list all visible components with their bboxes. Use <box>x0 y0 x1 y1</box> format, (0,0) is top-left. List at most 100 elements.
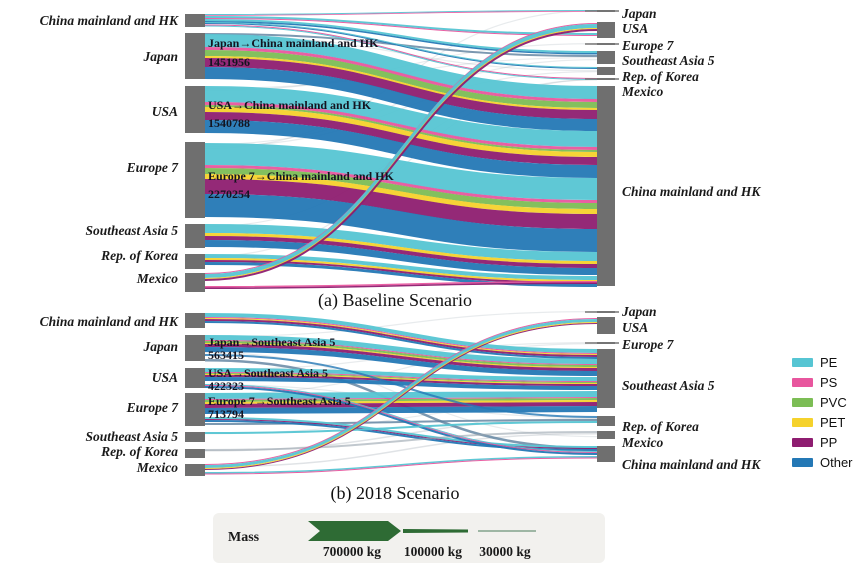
flow-label-a-europe-route: Europe 7→China mainland and HK <box>208 169 394 183</box>
pvc-swatch-icon <box>792 397 813 407</box>
pe-swatch-icon <box>792 357 813 367</box>
flow-us_l2-sea_r2-PS <box>204 372 598 382</box>
mass-line-100000-icon <box>403 529 468 533</box>
node-label-a-right-usa: USA <box>622 21 649 36</box>
node-label-b-left-usa: USA <box>151 370 178 385</box>
flow-label-b-europe-route: Europe 7→Southeast Asia 5 <box>208 394 351 408</box>
flow-eu_l2-cn_r2-PE <box>204 417 598 448</box>
flow-mx_l2-mx_r2-gray <box>204 433 598 468</box>
flow-us_l-cn_r-PP <box>204 112 598 165</box>
sankey-node-mx_l <box>185 273 205 292</box>
flow-eu_l-cn_r-Other <box>204 194 598 252</box>
legend-row-pp: PP <box>792 432 853 452</box>
flow-label-a-usa-value: 1540788 <box>208 116 250 130</box>
mass-line-30000-icon <box>478 530 536 532</box>
sankey-node-jp_l <box>185 33 205 79</box>
legend-row-pe: PE <box>792 352 853 372</box>
sankey-node-us_r <box>597 22 615 38</box>
pp-swatch-icon <box>792 437 813 447</box>
node-label-a-left-sea: Southeast Asia 5 <box>85 223 178 238</box>
panel-b-title: (b) 2018 Scenario <box>330 483 460 503</box>
flow-us_l-cn_r-PET <box>204 107 598 157</box>
flow-mx_l2-us_r2-PS <box>204 318 598 465</box>
flow-cn_l-us_r-PE <box>204 16 598 35</box>
flow-cn_l-kr_r-Other <box>204 23 598 69</box>
flow-mx_l2-cn_r2-PS <box>204 457 598 475</box>
flow-us_l2-sea_r2-PE <box>204 368 598 381</box>
flow-cn_l2-sea_r2-PS <box>204 317 598 354</box>
legend-row-pvc: PVC <box>792 392 853 412</box>
flow-eu_l-cn_r-PVC <box>204 168 598 209</box>
flow-eu_l2-sea_r2-PS <box>204 397 598 400</box>
flow-kr_l2-mx_r2-gray <box>204 431 598 451</box>
node-label-a-left-china: China mainland and HK <box>39 13 178 28</box>
node-label-a-left-europe: Europe 7 <box>126 160 178 175</box>
flow-eu_l2-sea_r2-PET <box>204 400 598 404</box>
flow-mx_l-us_r-PE <box>204 24 598 278</box>
node-label-a-right-mexico: Mexico <box>622 84 664 99</box>
flow-kr_l-cn_r-PE <box>204 254 598 280</box>
mass-legend-title: Mass <box>228 530 260 545</box>
node-label-b-right-korea: Rep. of Korea <box>622 419 699 434</box>
node-label-b-left-mexico: Mexico <box>136 460 178 475</box>
flow-mx_l2-us_r2-PP <box>204 323 598 470</box>
flow-eu_l-cn_r-PE <box>204 143 598 200</box>
flow-jp_l-cn_r-Other <box>204 67 598 131</box>
sankey-node-cn_l <box>185 14 205 27</box>
sankey-node-kr_r <box>597 67 615 75</box>
sankey-node-sea_r2 <box>597 349 615 408</box>
flow-eu_l2-kr_r2-steel <box>204 419 598 425</box>
legend-label-pe: PE <box>820 354 838 370</box>
flow-cn_l2-sea_r2-PET <box>204 318 598 355</box>
flow-label-b-usa-value: 422323 <box>208 379 244 393</box>
flow-kr_l-cn_r-PET <box>204 258 598 282</box>
node-label-b-left-japan: Japan <box>143 339 178 354</box>
flow-cn_l-us_r-PS <box>204 18 598 36</box>
legend-label-pp: PP <box>820 434 838 450</box>
node-label-b-left-sea: Southeast Asia 5 <box>85 429 178 444</box>
flow-jp_l2-sea_r2-PE <box>204 335 598 364</box>
node-label-a-left-mexico: Mexico <box>136 271 178 286</box>
node-label-a-right-sea: Southeast Asia 5 <box>622 53 715 68</box>
sankey-node-cn_r <box>597 86 615 286</box>
legend-row-pet: PET <box>792 412 853 432</box>
flow-jp_l-cn_r-PE <box>204 34 598 99</box>
flow-eu_l-cn_r-PET <box>204 174 598 214</box>
sankey-node-jp_l2 <box>185 335 205 361</box>
flow-jp_l-cn_r-PP <box>204 58 598 119</box>
sankey-node-kr_l <box>185 254 205 269</box>
flow-cn_l2-sea_r2-Other <box>204 321 598 359</box>
flow-us_l2-cn_r2-PS <box>204 385 598 453</box>
flow-jp_l2-jp_r2-gray <box>204 311 598 338</box>
flow-sea_l-cn_r-PET <box>204 233 598 264</box>
node-label-a-right-europe: Europe 7 <box>622 38 674 53</box>
flow-label-a-usa-route: USA→China mainland and HK <box>208 98 372 112</box>
flow-jp_l2-kr_r2-Other <box>204 354 598 418</box>
flow-cn_l-jp_r-PS <box>204 11 598 16</box>
sankey-node-mx_r2 <box>597 431 615 439</box>
flow-mx_l-cn_r-PS <box>204 281 598 288</box>
flow-eu_l2-cn_r2-PP <box>204 419 598 449</box>
legend-row-ps: PS <box>792 372 853 392</box>
flow-eu_l-cn_r-PS <box>204 165 598 203</box>
node-label-b-right-sea: Southeast Asia 5 <box>622 378 715 393</box>
flow-jp_l2-sea_r2-PVC <box>204 341 598 367</box>
flow-us_l-cn_r-PE <box>204 86 598 147</box>
mass-arrow-700000-icon <box>308 521 401 541</box>
node-label-b-left-china: China mainland and HK <box>39 314 178 329</box>
flow-mx_l2-cn_r2-PE <box>204 456 598 474</box>
node-label-a-right-japan: Japan <box>622 6 657 21</box>
node-label-b-left-korea: Rep. of Korea <box>101 444 178 459</box>
node-label-b-right-usa: USA <box>622 320 649 335</box>
node-label-a-left-japan: Japan <box>143 49 178 64</box>
node-label-a-right-korea: Rep. of Korea <box>622 69 699 84</box>
node-label-b-left-europe: Europe 7 <box>126 400 178 415</box>
flow-mx_l-cn_r-PP <box>204 282 598 289</box>
flow-jp_l2-sea_r2-PP <box>204 344 598 371</box>
flow-jp_l-cn_r-PS <box>204 47 598 102</box>
flow-cn_l-sea_r-Other <box>204 21 598 55</box>
panel-a-title: (a) Baseline Scenario <box>318 290 472 310</box>
sankey-node-sea_l2 <box>185 432 205 442</box>
flow-jp_l2-sea_r2-PET <box>204 343 598 368</box>
